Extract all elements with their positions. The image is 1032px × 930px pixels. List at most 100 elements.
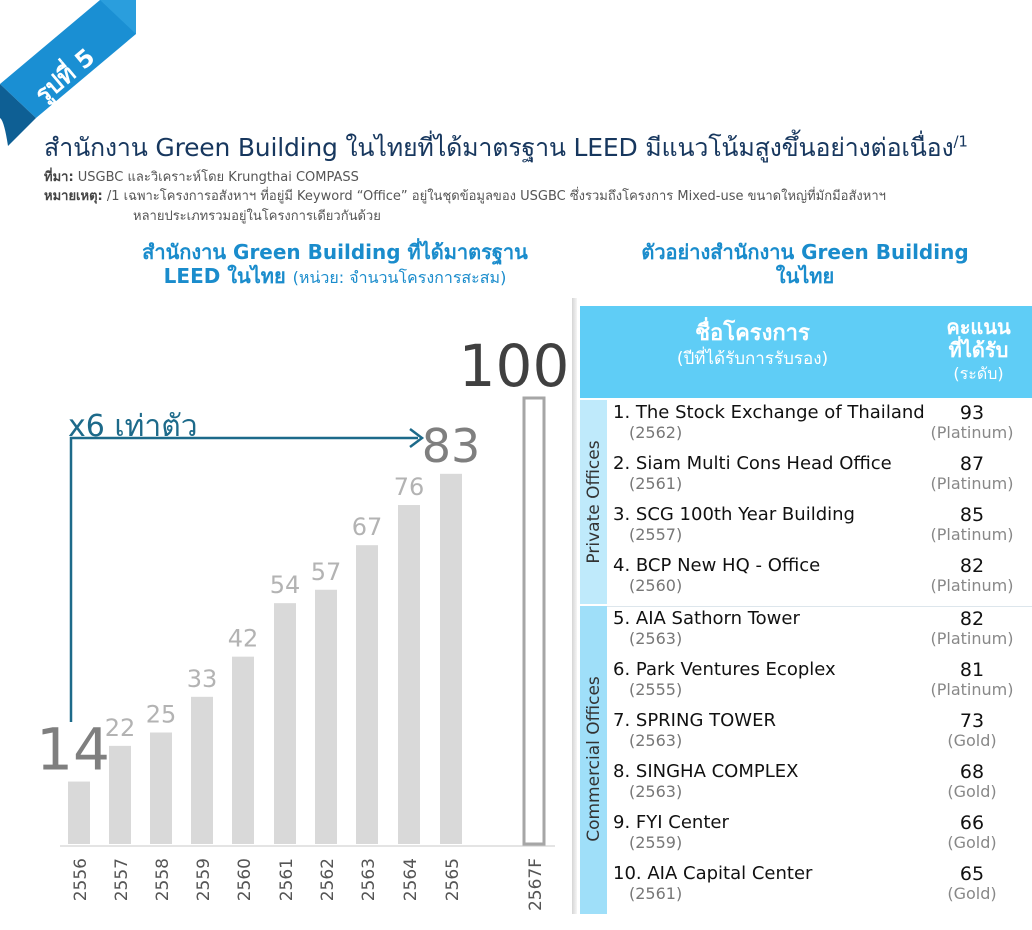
tick-label-2559: 2559 (194, 858, 214, 901)
tick-label-2556: 2556 (71, 858, 91, 901)
figure-title-text: สำนักงาน Green Building ในไทยที่ได้มาตรฐ… (44, 133, 954, 162)
value-label-2567F: 100 (459, 332, 570, 400)
tick-label-2565: 2565 (443, 858, 463, 901)
tick-label-2562: 2562 (318, 858, 338, 901)
project-name: 8. SINGHA COMPLEX (613, 761, 799, 782)
project-score: 65 (959, 863, 985, 885)
table-row: 3. SCG 100th Year Building (2557) 85 (Plati… (607, 502, 1032, 553)
table-row: 10. AIA Capital Center (2561) 65 (Gold) (607, 861, 1032, 912)
note-line-2: หลายประเภทรวมอยู่ในโครงการเดียวกันด้วย (133, 205, 381, 226)
project-score: 66 (959, 812, 985, 834)
table-row: 6. Park Ventures Ecoplex (2555) 81 (Platinu… (607, 657, 1032, 708)
bar-2556 (68, 781, 90, 844)
tick-label-2557: 2557 (112, 858, 132, 901)
value-label-2559: 33 (187, 665, 218, 693)
project-name: 4. BCP New HQ - Office (613, 555, 821, 576)
chart-title-line1: สำนักงาน Green Building ที่ได้มาตรฐาน (142, 240, 528, 264)
bar-2563 (356, 545, 378, 844)
project-score: 68 (959, 761, 985, 783)
project-name: 6. Park Ventures Ecoplex (613, 659, 836, 680)
bar-2562 (315, 589, 337, 844)
project-level: (Gold) (947, 731, 997, 750)
project-name: 3. SCG 100th Year Building (613, 504, 855, 525)
value-label-2558: 25 (146, 701, 177, 729)
value-label-2562: 57 (311, 558, 342, 586)
header-project-name: ชื่อโครงการ (ปีที่ได้รับการรับรอง) (580, 320, 925, 370)
bar-chart: 14 2556 22 2557 25 2558 33 2559 42 2560 54 2561 57 25… (36, 332, 570, 911)
project-year: (2557) (629, 525, 683, 544)
figure-title: สำนักงาน Green Building ในไทยที่ได้มาตรฐ… (44, 128, 968, 168)
note-text-line1: /1 เฉพาะโครงการอสังหาฯ ที่อยู่มี Keyword… (106, 189, 886, 204)
figure-title-note-mark: /1 (953, 132, 968, 151)
tick-label-2561: 2561 (277, 858, 297, 901)
growth-arrow-head (409, 428, 425, 448)
table-header: ชื่อโครงการ (ปีที่ได้รับการรับรอง) คะแนน… (580, 306, 1032, 398)
chart-unit-label: (หน่วย: จำนวนโครงการสะสม) (292, 268, 507, 287)
project-year: (2563) (629, 782, 683, 801)
project-year: (2560) (629, 576, 683, 595)
note-line: หมายเหตุ: /1 เฉพาะโครงการอสังหาฯ ที่อยู่… (44, 185, 886, 206)
value-label-2561: 54 (270, 571, 301, 599)
table-row: 7. SPRING TOWER (2563) 73 (Gold) (607, 708, 1032, 759)
table-title-line1: ตัวอย่างสำนักงาน Green Building (641, 240, 969, 264)
value-label-2556: 14 (36, 716, 110, 784)
table-row: 1. The Stock Exchange of Thailand (2562) 9… (607, 400, 1032, 451)
note-label: หมายเหตุ: (44, 189, 103, 204)
chart-title-line2: LEED ในไทย (163, 264, 286, 288)
growth-annotation: x6 เท่าตัว (68, 409, 198, 444)
project-level: (Platinum) (930, 525, 1014, 544)
note-text-line2: หลายประเภทรวมอยู่ในโครงการเดียวกันด้วย (133, 209, 381, 224)
project-score: 87 (959, 453, 985, 475)
group-band-0 (580, 400, 607, 604)
table-row: 2. Siam Multi Cons Head Office (2561) 87 (P… (607, 451, 1032, 502)
bar-2560 (232, 656, 254, 844)
header-score-line1: คะแนน (946, 315, 1011, 339)
bar-2565 (440, 473, 462, 844)
project-year: (2561) (629, 884, 683, 903)
project-name: 5. AIA Sathorn Tower (613, 608, 800, 629)
project-year: (2563) (629, 731, 683, 750)
source-line: ที่มา: USGBC และวิเคราะห์โดย Krungthai C… (44, 166, 359, 187)
project-score: 73 (959, 710, 985, 732)
project-score: 81 (959, 659, 985, 681)
header-name-sub: (ปีที่ได้รับการรับรอง) (676, 349, 829, 369)
source-label: ที่มา: (44, 170, 74, 185)
project-score: 93 (959, 402, 985, 424)
table-row: 5. AIA Sathorn Tower (2563) 82 (Platinum) (607, 606, 1032, 657)
project-level: (Platinum) (930, 423, 1014, 442)
project-year: (2559) (629, 833, 683, 852)
chart-title: สำนักงาน Green Building ที่ได้มาตรฐาน LE… (100, 240, 570, 290)
tick-label-2567F: 2567F (526, 858, 546, 911)
table-title-line2: ในไทย (775, 264, 835, 288)
bar-forecast-2567F (522, 396, 546, 846)
table-row: 8. SINGHA COMPLEX (2563) 68 (Gold) (607, 759, 1032, 810)
project-level: (Gold) (947, 782, 997, 801)
tick-label-2563: 2563 (359, 858, 379, 901)
header-score-line2: ที่ได้รับ (948, 338, 1009, 362)
project-score: 82 (959, 608, 985, 630)
project-year: (2562) (629, 423, 683, 442)
bar-2558 (150, 732, 172, 844)
value-label-2560: 42 (228, 625, 259, 653)
project-name: 7. SPRING TOWER (613, 710, 776, 731)
section-divider (572, 298, 577, 914)
project-name: 1. The Stock Exchange of Thailand (613, 402, 925, 423)
bar-2564 (398, 505, 420, 844)
figure-badge: รูปที่ 5 (0, 0, 136, 146)
bar-2557 (109, 745, 131, 844)
bar-2559 (191, 696, 213, 844)
tick-label-2560: 2560 (235, 858, 255, 901)
value-label-2565: 83 (422, 419, 481, 473)
group-label: Commercial Offices (584, 676, 604, 842)
source-text: USGBC และวิเคราะห์โดย Krungthai COMPASS (77, 170, 359, 185)
header-score: คะแนน ที่ได้รับ (ระดับ) (925, 316, 1032, 385)
group-label: Private Offices (584, 440, 604, 564)
growth-arrow-line (69, 436, 418, 722)
table-row: 4. BCP New HQ - Office (2560) 82 (Platinum) (607, 553, 1032, 604)
table-title: ตัวอย่างสำนักงาน Green Building ในไทย (585, 240, 1025, 288)
project-level: (Platinum) (930, 680, 1014, 699)
project-year: (2563) (629, 629, 683, 648)
project-name: 10. AIA Capital Center (613, 863, 813, 884)
tick-label-2564: 2564 (401, 858, 421, 901)
project-level: (Gold) (947, 884, 997, 903)
